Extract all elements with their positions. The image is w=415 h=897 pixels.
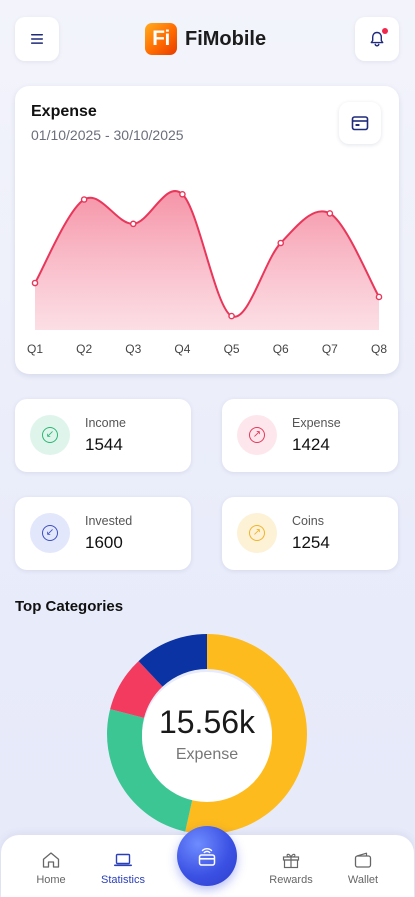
tab-wallet[interactable]: Wallet (328, 835, 398, 897)
x-tick-label: Q3 (125, 342, 141, 356)
menu-button[interactable] (15, 17, 59, 61)
app-header: Fi FiMobile (0, 0, 415, 78)
gift-icon (282, 853, 300, 869)
donut-segment[interactable] (138, 634, 207, 687)
tab-label: Wallet (347, 874, 379, 886)
donut-center-label: Expense (175, 746, 239, 763)
x-tick-label: Q6 (273, 342, 289, 356)
chart-point[interactable] (375, 293, 383, 301)
x-tick-label: Q4 (174, 342, 190, 356)
tab-rewards[interactable]: Rewards (256, 835, 326, 897)
calendar-button[interactable] (339, 102, 381, 144)
notifications-button[interactable] (355, 17, 399, 61)
donut-segment[interactable] (185, 634, 307, 834)
menu-icon (31, 34, 43, 44)
stat-card-expense[interactable]: ↗ Expense 1424 (222, 399, 398, 472)
stat-label: Income (85, 416, 126, 430)
chart-point[interactable] (179, 190, 186, 198)
chart-date-range: 01/10/2025 - 30/10/2025 (31, 127, 184, 143)
arrow-up-right-icon: ↗ (249, 427, 265, 443)
arrow-up-right-icon: ↗ (249, 525, 265, 541)
app-logo: Fi (145, 23, 177, 55)
pay-button[interactable] (177, 826, 237, 886)
app-name: FiMobile (185, 27, 267, 50)
calendar-icon (351, 116, 369, 131)
arrow-down-left-icon: ↙ (42, 427, 58, 443)
unread-indicator (382, 28, 388, 34)
stat-label: Invested (85, 514, 133, 528)
chart-title: Expense (31, 103, 97, 120)
chart-point[interactable] (80, 196, 88, 203)
stat-value: 1544 (85, 435, 123, 454)
tab-label: Home (36, 874, 66, 886)
bell-icon (370, 31, 384, 47)
x-tick-label: Q7 (322, 342, 338, 356)
tab-home[interactable]: Home (16, 835, 86, 897)
stat-icon-wrap: ↙ (30, 513, 70, 553)
stat-icon-wrap: ↗ (237, 513, 277, 553)
tab-label: Rewards (269, 874, 313, 886)
donut-segment[interactable] (106, 709, 193, 832)
stat-value: 1424 (292, 435, 330, 454)
chart-point[interactable] (228, 312, 235, 320)
wallet-icon (354, 852, 372, 868)
expense-area-chart: Q1 Q2 Q3 Q4 Q5 Q6 Q7 Q8 (27, 190, 387, 356)
stat-card-income[interactable]: ↙ Income 1544 (15, 399, 191, 472)
chart-point[interactable] (129, 220, 137, 228)
section-title-top-categories: Top Categories (15, 598, 124, 615)
chart-point[interactable] (326, 210, 334, 217)
tab-label: Statistics (100, 874, 145, 886)
stat-value: 1254 (292, 533, 330, 552)
donut-center-value: 15.56k (158, 704, 256, 740)
expense-chart-card: Expense 01/10/2025 - 30/10/2025 Q1 Q2 Q3 Q4… (15, 86, 399, 374)
x-tick-label: Q1 (27, 342, 43, 356)
donut-hole (142, 672, 272, 802)
contactless-card-icon (198, 848, 216, 866)
laptop-icon (114, 853, 132, 867)
stat-value: 1600 (85, 533, 123, 552)
donut-segment[interactable] (110, 661, 163, 718)
x-tick-label: Q2 (76, 342, 92, 356)
tab-statistics[interactable]: Statistics (88, 835, 158, 897)
chart-point[interactable] (31, 279, 39, 287)
brand: Fi FiMobile (145, 23, 266, 55)
stat-card-invested[interactable]: ↙ Invested 1600 (15, 497, 191, 570)
chart-point[interactable] (277, 239, 285, 247)
arrow-down-left-icon: ↙ (42, 525, 58, 541)
stat-card-coins[interactable]: ↗ Coins 1254 (222, 497, 398, 570)
home-icon (42, 852, 60, 868)
x-tick-label: Q5 (224, 342, 240, 356)
stat-label: Coins (292, 514, 324, 528)
stat-icon-wrap: ↗ (237, 415, 277, 455)
stat-label: Expense (292, 416, 341, 430)
stat-icon-wrap: ↙ (30, 415, 70, 455)
x-tick-label: Q8 (371, 342, 387, 356)
